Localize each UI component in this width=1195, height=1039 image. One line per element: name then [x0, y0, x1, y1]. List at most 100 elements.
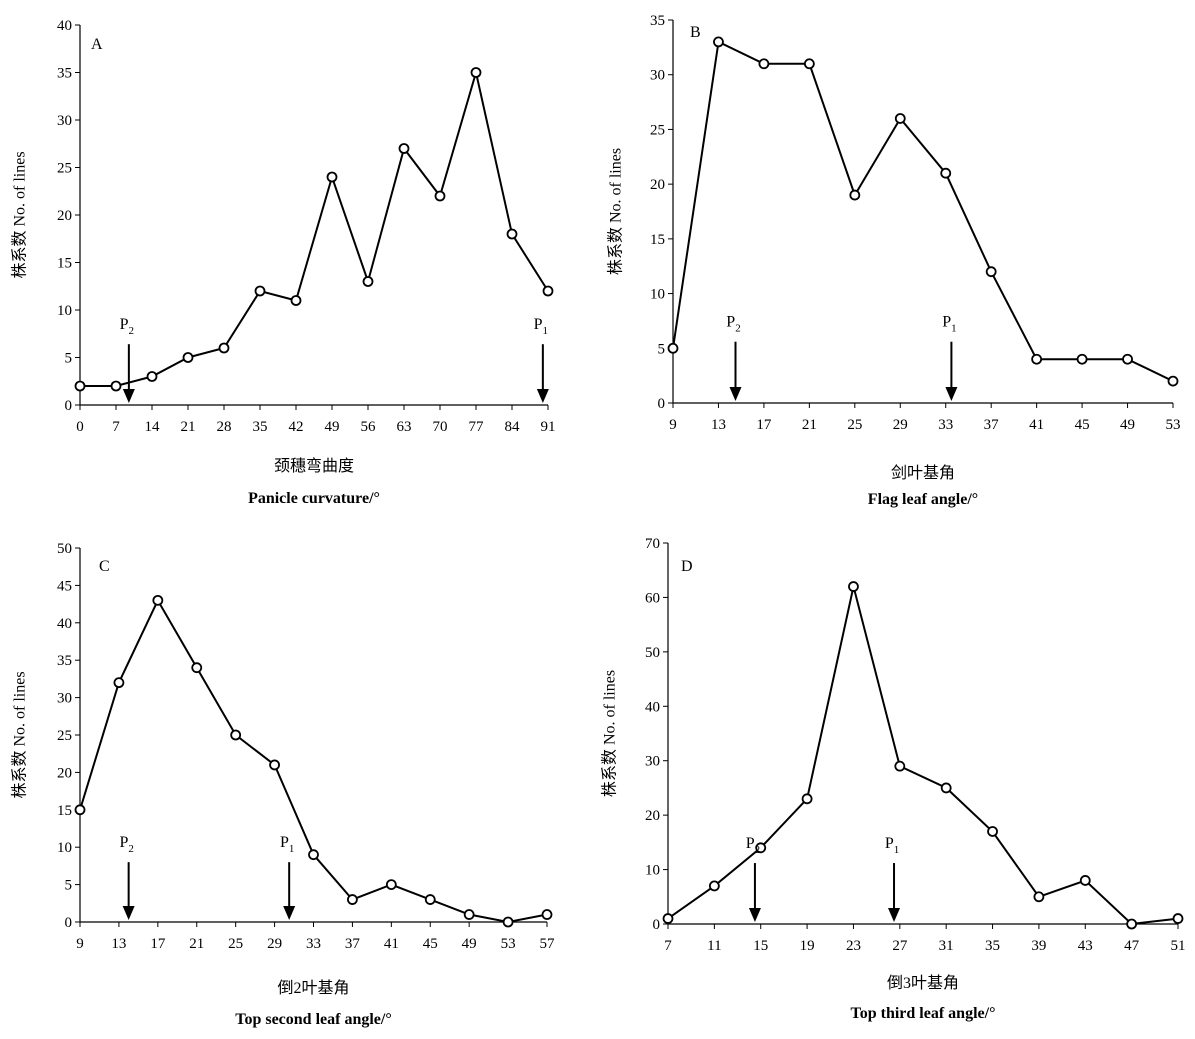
- data-point: [1172, 913, 1184, 924]
- series-line: [672, 40, 1174, 383]
- data-point: [326, 171, 338, 183]
- marker-p2: P2: [120, 316, 135, 403]
- x-tick-label: 7: [664, 938, 672, 954]
- y-tick-label: 70: [645, 536, 660, 552]
- x-tick-label: 77: [469, 419, 485, 435]
- data-point: [985, 266, 997, 278]
- data-point: [708, 880, 720, 892]
- y-tick-label: 0: [658, 396, 666, 412]
- data-point: [987, 826, 998, 837]
- marker-label-main: P: [746, 835, 755, 852]
- data-point: [803, 58, 815, 70]
- x-tick-label: 25: [228, 936, 243, 952]
- y-tick-label: 35: [57, 66, 72, 82]
- data-point: [290, 295, 302, 306]
- marker-label-main: P: [534, 316, 543, 333]
- data-point: [1031, 353, 1043, 365]
- marker-arrow-head: [748, 908, 761, 922]
- marker-label: P2: [726, 313, 740, 334]
- data-point: [1167, 375, 1179, 387]
- y-tick-label: 40: [57, 616, 72, 632]
- x-tick-label: 51: [1171, 938, 1186, 954]
- y-tick-label: 0: [65, 398, 73, 414]
- marker-label-main: P: [885, 835, 894, 852]
- x-axis-title-en: Top second leaf angle/°: [235, 1011, 392, 1028]
- x-tick-label: 11: [707, 938, 721, 954]
- data-point: [362, 276, 374, 287]
- x-tick-label: 47: [1124, 938, 1140, 954]
- x-tick-label: 84: [505, 419, 521, 435]
- y-tick-label: 40: [57, 18, 72, 34]
- panel-letter: A: [91, 36, 103, 53]
- data-point: [434, 190, 446, 202]
- y-tick-label: 15: [57, 256, 72, 272]
- data-point: [541, 909, 553, 920]
- x-tick-label: 21: [189, 936, 204, 952]
- marker-label: P2: [119, 834, 133, 855]
- marker-label-main: P: [120, 316, 129, 333]
- x-tick-label: 37: [345, 936, 361, 952]
- y-axis-title: 株系数 No. of lines: [11, 671, 29, 798]
- x-tick-label: 43: [1078, 938, 1093, 954]
- y-tick-label: 35: [57, 653, 72, 669]
- data-point: [110, 380, 122, 392]
- y-tick-label: 30: [57, 113, 72, 129]
- data-point: [424, 894, 436, 905]
- panel-letter: B: [690, 24, 701, 41]
- x-tick-label: 7: [112, 419, 120, 435]
- chart-panel-d: 0 10 20 30 40 50 60 70 7 11 15 19 23 27 31 35 39 43 47 51 D 株…: [601, 536, 1186, 1022]
- data-point: [662, 913, 674, 924]
- y-tick-label: 20: [57, 208, 72, 224]
- marker-label-sub: 2: [755, 844, 761, 856]
- x-tick-label: 9: [76, 936, 84, 952]
- x-tick-label: 29: [267, 936, 282, 952]
- marker-p1: P1: [885, 835, 901, 922]
- data-point: [502, 916, 514, 928]
- x-tick-label: 53: [501, 936, 516, 952]
- marker-arrow-head: [729, 387, 742, 401]
- y-tick-label: 30: [645, 754, 660, 770]
- x-tick-label: 49: [1120, 417, 1135, 433]
- x-tick-label: 28: [217, 419, 232, 435]
- x-tick-label: 49: [325, 419, 340, 435]
- data-point: [398, 143, 410, 154]
- x-tick-label: 17: [150, 936, 166, 952]
- x-tick-label: 53: [1166, 417, 1181, 433]
- x-tick-label: 33: [938, 417, 953, 433]
- data-point: [463, 909, 475, 920]
- data-point: [230, 729, 242, 741]
- x-tick-label: 21: [802, 417, 817, 433]
- data-point: [113, 677, 125, 689]
- x-tick-label: 14: [145, 419, 161, 435]
- data-point: [758, 58, 770, 70]
- marker-p2: P2: [746, 835, 761, 922]
- marker-label: P2: [120, 316, 134, 337]
- marker-arrow-head: [122, 389, 135, 403]
- data-point: [254, 285, 266, 297]
- y-tick-label: 30: [57, 691, 72, 707]
- y-tick-label: 0: [65, 915, 73, 931]
- data-point: [894, 113, 906, 124]
- y-tick-label: 50: [57, 541, 72, 557]
- x-tick-label: 25: [847, 417, 862, 433]
- y-axis-title: 株系数 No. of lines: [601, 670, 619, 797]
- marker-label-main: P: [726, 313, 735, 330]
- marker-label: P1: [534, 316, 548, 337]
- data-point: [269, 759, 280, 771]
- x-tick-label: 9: [669, 417, 677, 433]
- data-point: [1079, 875, 1091, 886]
- data-point: [308, 849, 319, 861]
- x-tick-label: 0: [76, 419, 84, 435]
- data-point: [191, 662, 203, 674]
- marker-label-sub: 1: [289, 843, 295, 855]
- data-point: [1122, 353, 1133, 365]
- marker-label: P2: [746, 835, 760, 856]
- y-tick-label: 25: [650, 122, 665, 138]
- marker-p1: P1: [534, 316, 549, 403]
- y-tick-label: 35: [650, 13, 665, 29]
- y-tick-label: 20: [645, 808, 660, 824]
- data-point: [1126, 918, 1138, 930]
- x-tick-label: 13: [711, 417, 726, 433]
- x-tick-label: 35: [985, 938, 1000, 954]
- x-tick-label: 31: [939, 938, 954, 954]
